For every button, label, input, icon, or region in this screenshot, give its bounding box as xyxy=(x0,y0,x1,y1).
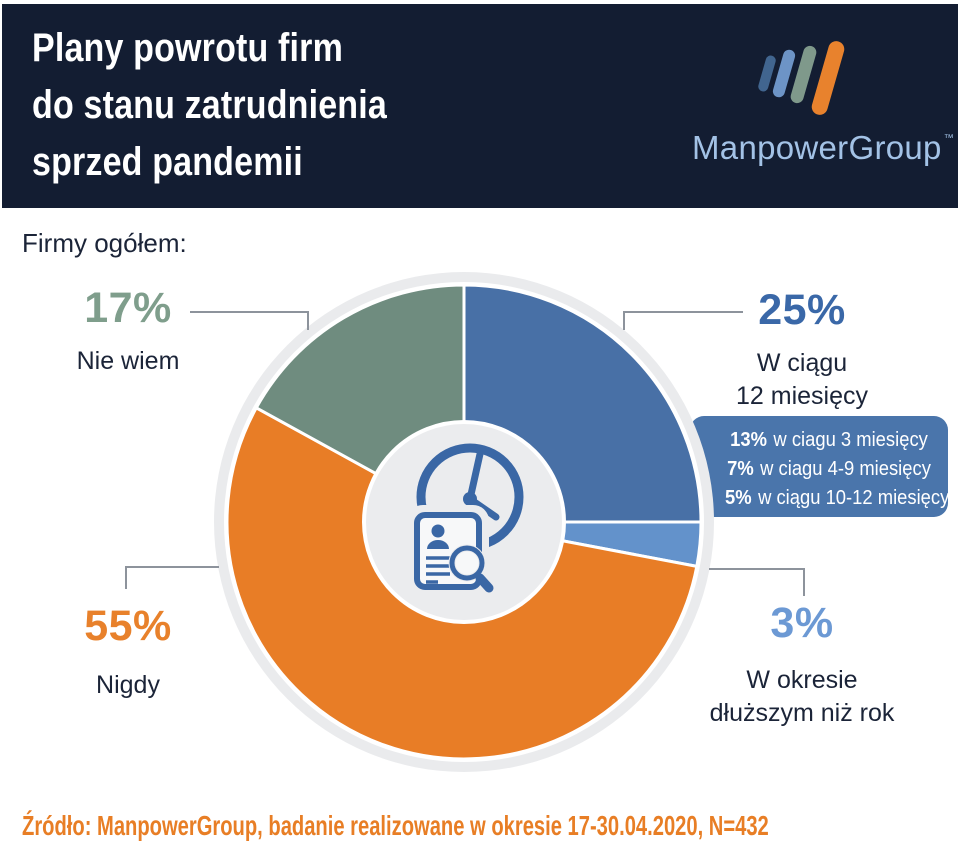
header: Plany powrotu firm do stanu zatrudnienia… xyxy=(2,4,958,208)
clock-document-search-icon xyxy=(407,443,524,597)
title-line: Plany powrotu firm xyxy=(32,26,343,70)
slice-label-17: 17% Nie wiem xyxy=(38,284,218,378)
slice-label-25: 25% W ciągu 12 miesięcy xyxy=(712,286,892,413)
pie-backing-circle xyxy=(214,272,714,772)
slice-percent: 3% xyxy=(770,599,834,647)
trademark-symbol: ™ xyxy=(943,133,955,144)
pie-slice-55% xyxy=(225,406,699,761)
manpowergroup-logo: ManpowerGroup ™ xyxy=(692,4,955,208)
page-title: Plany powrotu firm do stanu zatrudnienia… xyxy=(32,20,387,191)
breakdown-item: 13% w ciagu 3 miesięcy xyxy=(730,429,928,451)
leader-line-55 xyxy=(125,566,219,589)
magnifier-icon xyxy=(448,544,494,593)
slice-label-55: 55% Nigdy xyxy=(38,602,218,702)
source-note: Źródło: ManpowerGroup, badanie realizowa… xyxy=(22,810,769,841)
leader-line-3 xyxy=(709,568,805,596)
pie-white-gap-ring xyxy=(224,282,704,762)
slice-category: Nie wiem xyxy=(76,347,180,375)
slice-percent: 25% xyxy=(758,286,846,334)
pie-slices xyxy=(225,283,703,761)
slice-category: W ciągu 12 miesięcy xyxy=(736,349,868,410)
slice-percent: 55% xyxy=(84,602,172,650)
pie-slice-3% xyxy=(462,520,703,568)
title-line: do stanu zatrudnienia xyxy=(32,83,387,127)
title-line: sprzed pandemii xyxy=(32,140,303,184)
slice-percent: 17% xyxy=(84,284,172,332)
slice-label-3: 3% W okresie dłuższym niż rok xyxy=(702,599,902,730)
slice-category: W okresie dłuższym niż rok xyxy=(709,666,895,727)
logo-wordmark: ManpowerGroup ™ xyxy=(692,129,955,166)
breakdown-box: 13% w ciagu 3 miesięcy 7% w ciagu 4-9 mies… xyxy=(690,416,950,517)
slice-category: Nigdy xyxy=(96,671,160,699)
breakdown-item: 5% w ciągu 10-12 miesięcy xyxy=(725,487,950,509)
donut-hole xyxy=(362,420,566,624)
breakdown-item: 7% w ciagu 4-9 miesięcy xyxy=(727,458,931,480)
group-label: Firmy ogółem: xyxy=(22,228,187,258)
cv-document-icon xyxy=(407,505,489,597)
clock-icon xyxy=(416,443,524,551)
